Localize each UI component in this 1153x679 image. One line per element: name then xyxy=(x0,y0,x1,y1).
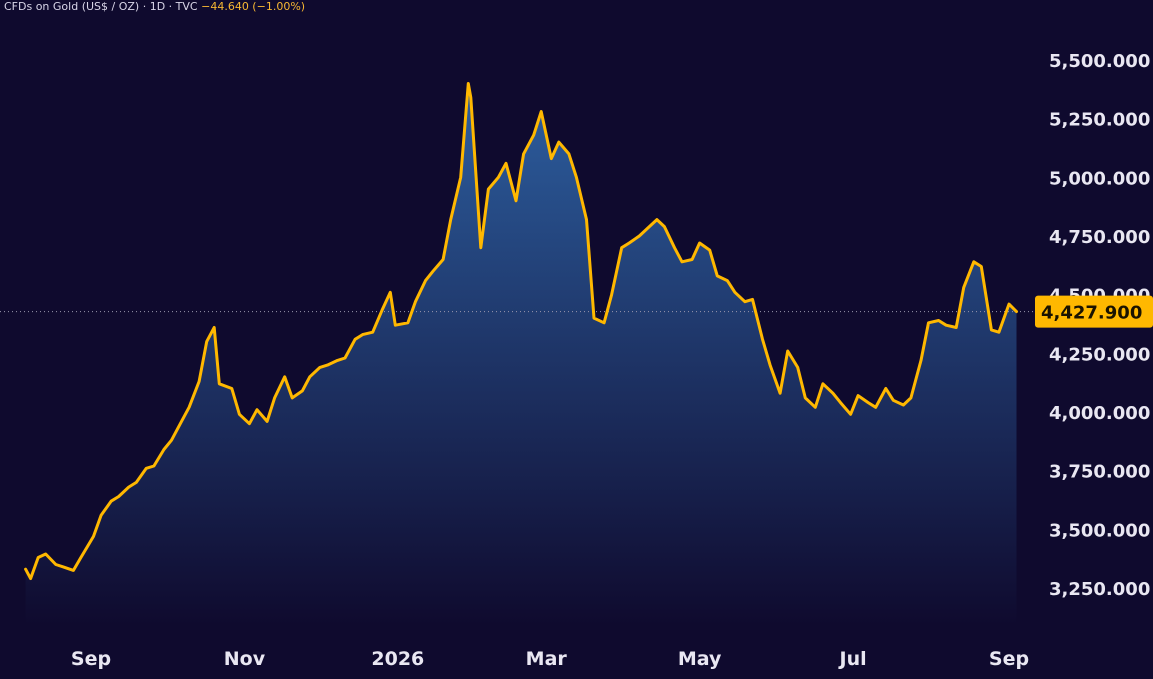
y-tick-label: 3,250.000 xyxy=(1049,579,1150,600)
last-price-tag: 4,427.900 xyxy=(1035,295,1153,328)
series-line xyxy=(24,82,1018,581)
y-tick-label: 3,750.000 xyxy=(1049,462,1150,483)
x-tick-label: 2026 xyxy=(371,648,424,670)
price-tag-label: 4,427.900 xyxy=(1041,303,1142,324)
y-axis[interactable]: 3,250.000 3,500.000 3,750.000 4,000.000 4,25… xyxy=(1049,51,1150,600)
interval-label[interactable]: 1D xyxy=(149,0,166,13)
x-axis[interactable]: Sep Nov 2026 Mar May Jul Sep xyxy=(71,648,1029,670)
y-tick-label: 4,750.000 xyxy=(1049,227,1150,248)
source-label: TVC xyxy=(175,0,198,13)
x-tick-label: Nov xyxy=(224,648,266,670)
x-tick-label: Sep xyxy=(989,648,1029,670)
y-tick-label: 5,250.000 xyxy=(1049,110,1150,131)
legend-separator: · xyxy=(168,0,173,13)
x-tick-label: Mar xyxy=(526,648,568,670)
price-line-series xyxy=(24,82,1018,581)
x-tick-label: May xyxy=(678,648,722,670)
y-tick-label: 4,000.000 xyxy=(1049,403,1150,424)
symbol-name[interactable]: CFDs on Gold (US$ / OZ) xyxy=(4,0,140,13)
y-tick-label: 3,500.000 xyxy=(1049,520,1150,541)
y-tick-label: 5,000.000 xyxy=(1049,168,1150,189)
x-tick-label: Sep xyxy=(71,648,111,670)
price-change: −44.640 (−1.00%) xyxy=(201,0,306,13)
price-area-fill xyxy=(25,83,1017,626)
y-tick-label: 5,500.000 xyxy=(1049,51,1150,72)
legend-separator: · xyxy=(142,0,147,13)
symbol-legend: CFDs on Gold (US$ / OZ) · 1D · TVC −44.6… xyxy=(4,0,305,14)
y-tick-label: 4,250.000 xyxy=(1049,344,1150,365)
area-fill-path xyxy=(25,83,1017,626)
x-tick-label: Jul xyxy=(838,648,867,670)
price-tag-box xyxy=(1035,295,1153,328)
